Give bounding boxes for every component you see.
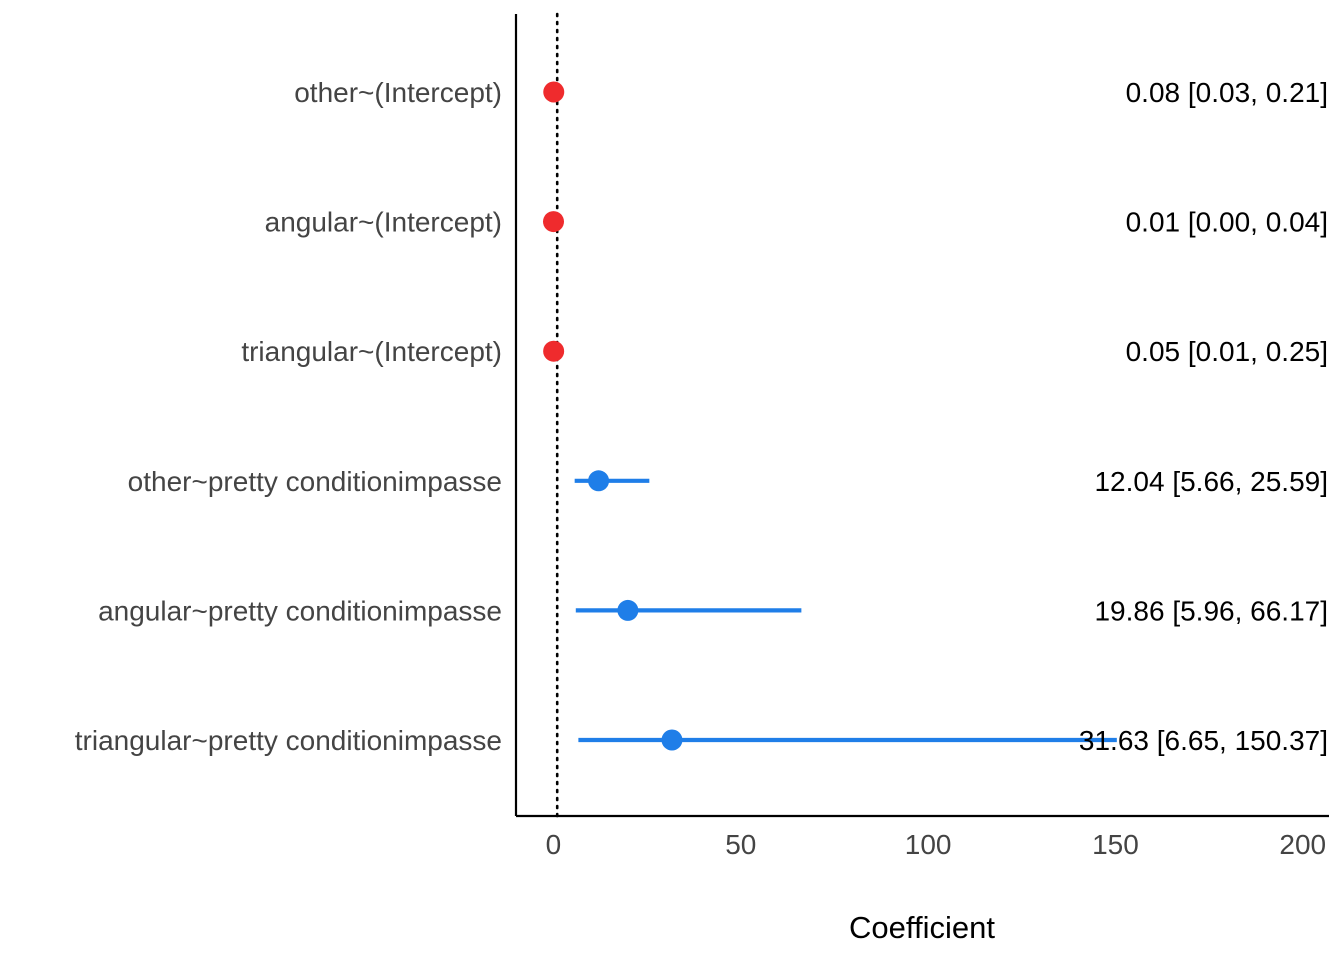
estimate-point [661,729,683,751]
y-tick-label: triangular~pretty conditionimpasse [75,725,502,756]
estimate-value-label: 0.01 [0.00, 0.04] [1126,207,1328,238]
y-tick-label: triangular~(Intercept) [241,336,502,367]
y-tick-labels: other~(Intercept) angular~(Intercept) tria… [75,77,502,756]
axis-layer [514,14,1329,818]
estimate-marks [543,81,1117,751]
y-tick-label: angular~pretty conditionimpasse [98,595,502,626]
estimate-point [543,340,565,362]
estimate-point [588,470,610,492]
estimate-value-label: 0.08 [0.03, 0.21] [1126,77,1328,108]
estimate-point [617,599,639,621]
estimate-point [543,211,565,233]
estimate-value-label: 31.63 [6.65, 150.37] [1079,725,1328,756]
x-tick-label: 0 [546,829,562,860]
y-tick-label: angular~(Intercept) [265,207,502,238]
estimate-point [543,81,565,103]
x-tick-label: 100 [905,829,952,860]
x-axis-title: Coefficient [849,910,995,945]
estimate-value-label: 12.04 [5.66, 25.59] [1094,466,1328,497]
x-tick-label: 200 [1279,829,1326,860]
y-tick-label: other~pretty conditionimpasse [128,466,502,497]
estimate-value-label: 19.86 [5.96, 66.17] [1094,595,1328,626]
y-tick-label: other~(Intercept) [294,77,502,108]
estimate-value-label: 0.05 [0.01, 0.25] [1126,336,1328,367]
x-tick-label: 150 [1092,829,1139,860]
estimate-value-labels: 0.08 [0.03, 0.21] 0.01 [0.00, 0.04] 0.05 [… [1079,77,1328,756]
x-tick-label: 50 [725,829,756,860]
x-tick-labels: 0 50 100 150 200 [546,829,1326,860]
